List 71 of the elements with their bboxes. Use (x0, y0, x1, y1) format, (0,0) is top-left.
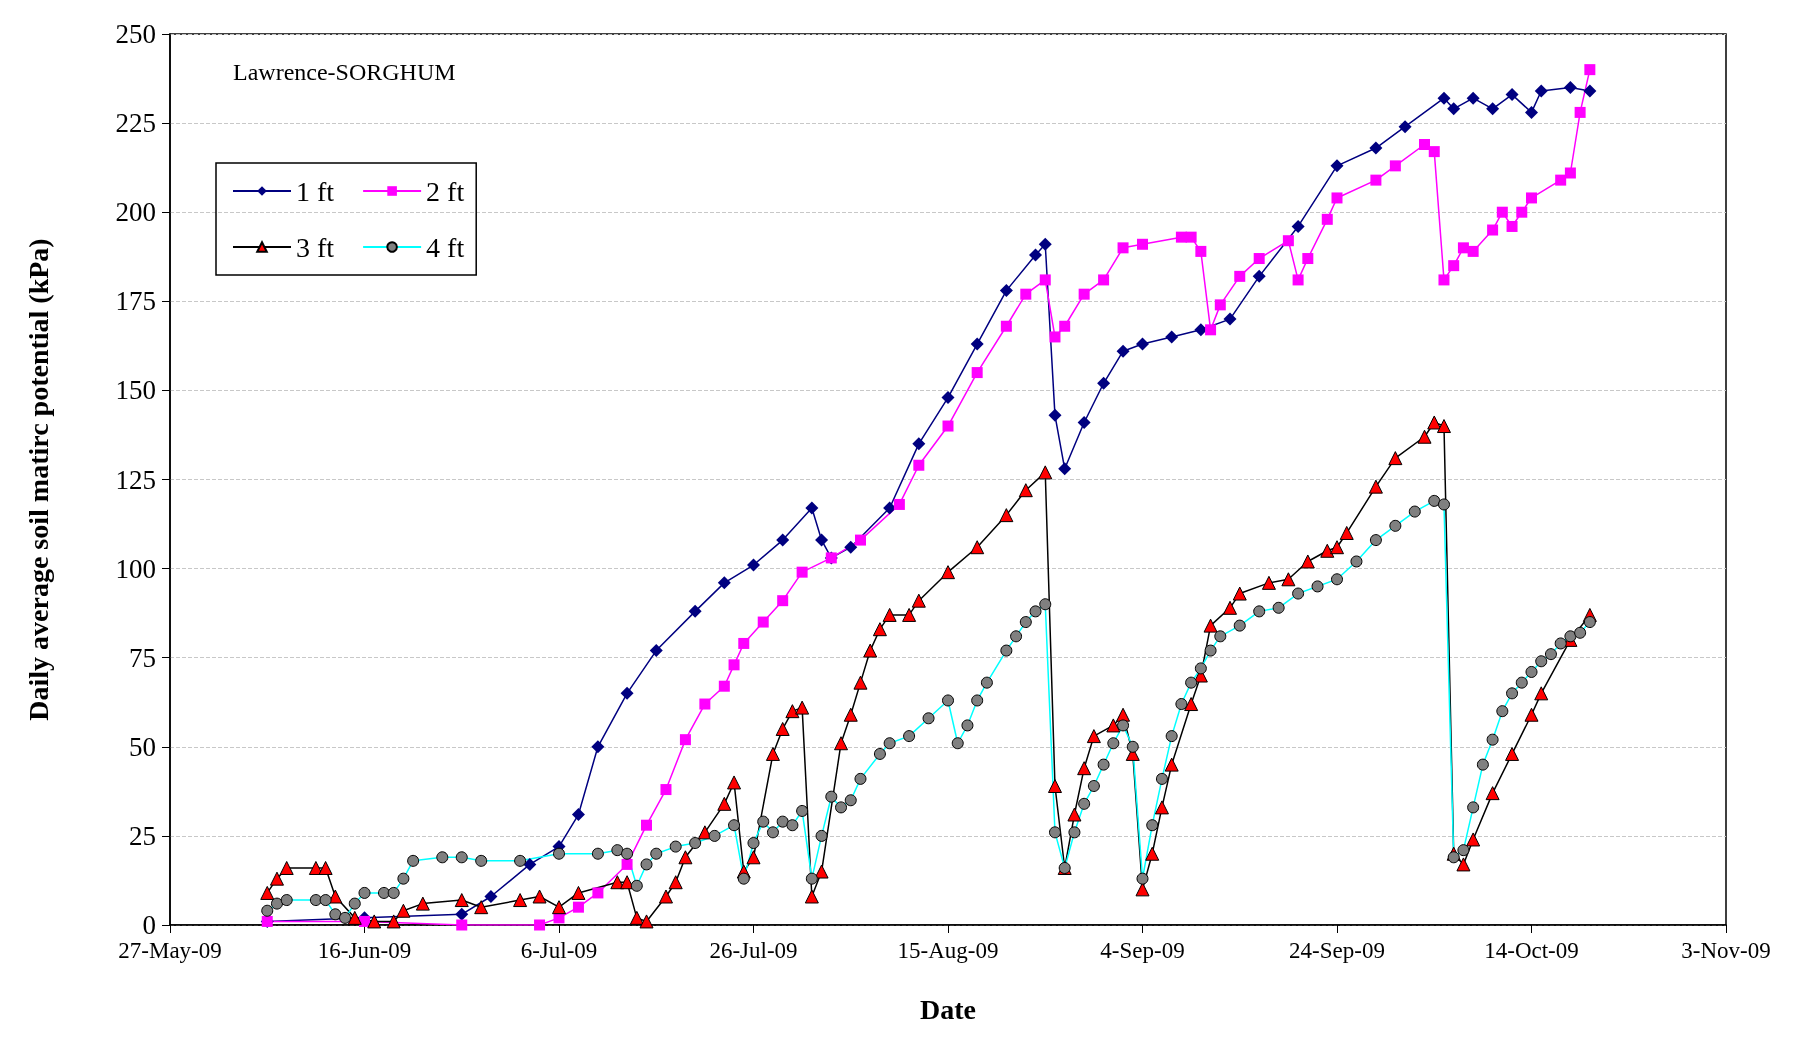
point (571, 808, 585, 822)
y-tick-label: 175 (115, 286, 156, 317)
legend-label: 4 ft (426, 231, 465, 263)
point (1252, 269, 1266, 283)
y-axis-title: Daily average soil matirc potential (kPa) (22, 238, 54, 721)
x-tick-label: 24-Sep-09 (1289, 938, 1385, 963)
x-tick-label: 15-Aug-09 (897, 938, 999, 963)
point (1058, 462, 1072, 476)
x-tick-label: 3-Nov-09 (1681, 938, 1771, 963)
y-tick-label: 250 (115, 19, 156, 49)
point (1136, 337, 1149, 351)
point (912, 437, 926, 451)
point (776, 533, 790, 547)
point (1223, 312, 1237, 326)
point (591, 740, 605, 754)
point (1038, 237, 1052, 251)
point (1447, 102, 1461, 116)
point (1116, 344, 1130, 358)
x-tick-label: 16-Jun-09 (317, 938, 412, 963)
x-tick-label: 6-Jul-09 (520, 938, 598, 963)
legend-label: 3 ft (296, 231, 335, 263)
x-axis-title: Date (920, 993, 976, 1025)
point (1330, 159, 1344, 173)
point (883, 501, 897, 515)
point (1525, 105, 1538, 119)
point (844, 540, 858, 554)
point (1165, 330, 1179, 344)
point (1029, 248, 1043, 262)
y-tick-label: 75 (129, 642, 156, 673)
point (1291, 219, 1305, 233)
point (941, 391, 955, 405)
legend-label: 2 ft (426, 175, 465, 207)
point (1077, 415, 1091, 429)
y-tick-label: 100 (115, 553, 156, 584)
point (484, 889, 498, 903)
point (1505, 88, 1519, 102)
y-tick-label: 200 (115, 197, 156, 228)
x-tick-label: 27-May-09 (118, 938, 222, 963)
x-tick-label: 4-Sep-09 (1100, 938, 1185, 963)
point (1534, 84, 1548, 98)
point (999, 284, 1013, 298)
point (1048, 408, 1062, 422)
point (1583, 84, 1597, 98)
point (1486, 102, 1500, 116)
point (1466, 91, 1480, 105)
point (1369, 141, 1383, 155)
point (815, 533, 829, 547)
y-tick-label: 0 (142, 910, 156, 940)
point (747, 558, 760, 572)
point (1398, 120, 1412, 134)
point (620, 686, 634, 700)
point (455, 907, 469, 921)
y-tick-label: 25 (129, 820, 156, 851)
point (649, 644, 663, 658)
x-tick-label: 26-Jul-09 (709, 938, 798, 963)
y-tick-label: 125 (115, 464, 156, 495)
point (688, 604, 702, 618)
point (1437, 91, 1451, 105)
y-tick-label: 150 (115, 375, 156, 406)
point (805, 501, 819, 515)
point (1563, 80, 1577, 94)
annotation: Lawrence-SORGHUM (233, 59, 456, 85)
point (523, 857, 537, 871)
y-tick-label: 225 (115, 108, 156, 139)
point (1194, 323, 1208, 337)
x-tick-label: 14-Oct-09 (1484, 938, 1579, 963)
point (1097, 376, 1111, 390)
point (970, 337, 984, 351)
point (717, 576, 731, 590)
y-tick-label: 50 (129, 731, 156, 762)
legend-label: 1 ft (296, 175, 335, 207)
